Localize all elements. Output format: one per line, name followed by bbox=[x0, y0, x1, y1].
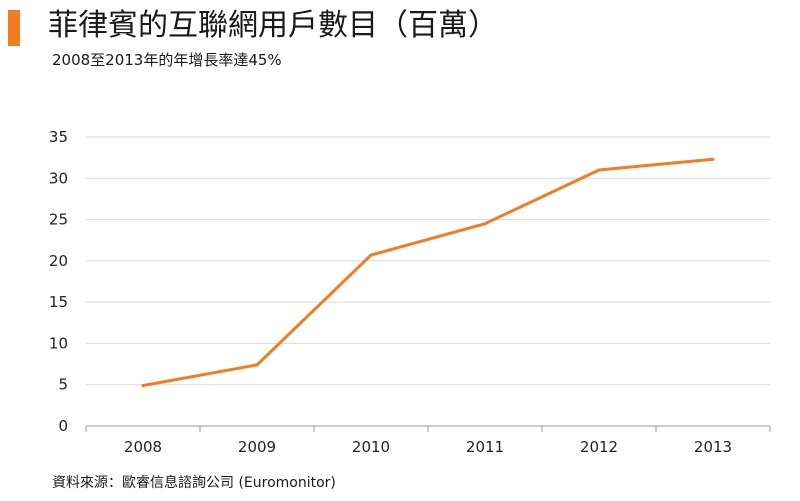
y-tick-label: 0 bbox=[58, 417, 68, 435]
x-tick-label: 2011 bbox=[466, 438, 504, 456]
y-tick-label: 30 bbox=[49, 169, 68, 187]
x-tick-label: 2009 bbox=[238, 438, 276, 456]
y-tick-label: 35 bbox=[49, 128, 68, 146]
y-tick-label: 15 bbox=[49, 293, 68, 311]
x-tick-labels: 2008 2009 2010 2011 2012 2013 bbox=[124, 438, 732, 456]
y-tick-label: 20 bbox=[49, 252, 68, 270]
x-tick-label: 2013 bbox=[694, 438, 732, 456]
axes bbox=[85, 425, 771, 432]
data-point bbox=[597, 168, 601, 172]
y-tick-labels: 0 5 10 15 20 25 30 35 bbox=[49, 128, 68, 435]
chart-subtitle: 2008至2013年的年增長率達45% bbox=[52, 51, 282, 69]
data-point bbox=[369, 253, 373, 257]
source-note: 資料來源：歐睿信息諮詢公司 (Euromonitor) bbox=[52, 475, 336, 491]
series-line bbox=[141, 157, 715, 388]
data-point bbox=[255, 363, 259, 367]
y-tick-label: 25 bbox=[49, 211, 68, 229]
y-tick-label: 5 bbox=[58, 376, 68, 394]
x-tick-label: 2010 bbox=[352, 438, 390, 456]
title-accent-bar bbox=[8, 10, 20, 46]
grid-lines bbox=[86, 136, 770, 386]
y-tick-label: 10 bbox=[49, 334, 68, 352]
series-layer bbox=[141, 157, 715, 388]
data-point bbox=[711, 157, 715, 161]
data-point bbox=[141, 384, 145, 388]
x-tick-label: 2008 bbox=[124, 438, 162, 456]
data-point bbox=[483, 222, 487, 226]
chart-title: 菲律賓的互聯網用戶數目（百萬） bbox=[48, 8, 498, 43]
x-tick-label: 2012 bbox=[580, 438, 618, 456]
